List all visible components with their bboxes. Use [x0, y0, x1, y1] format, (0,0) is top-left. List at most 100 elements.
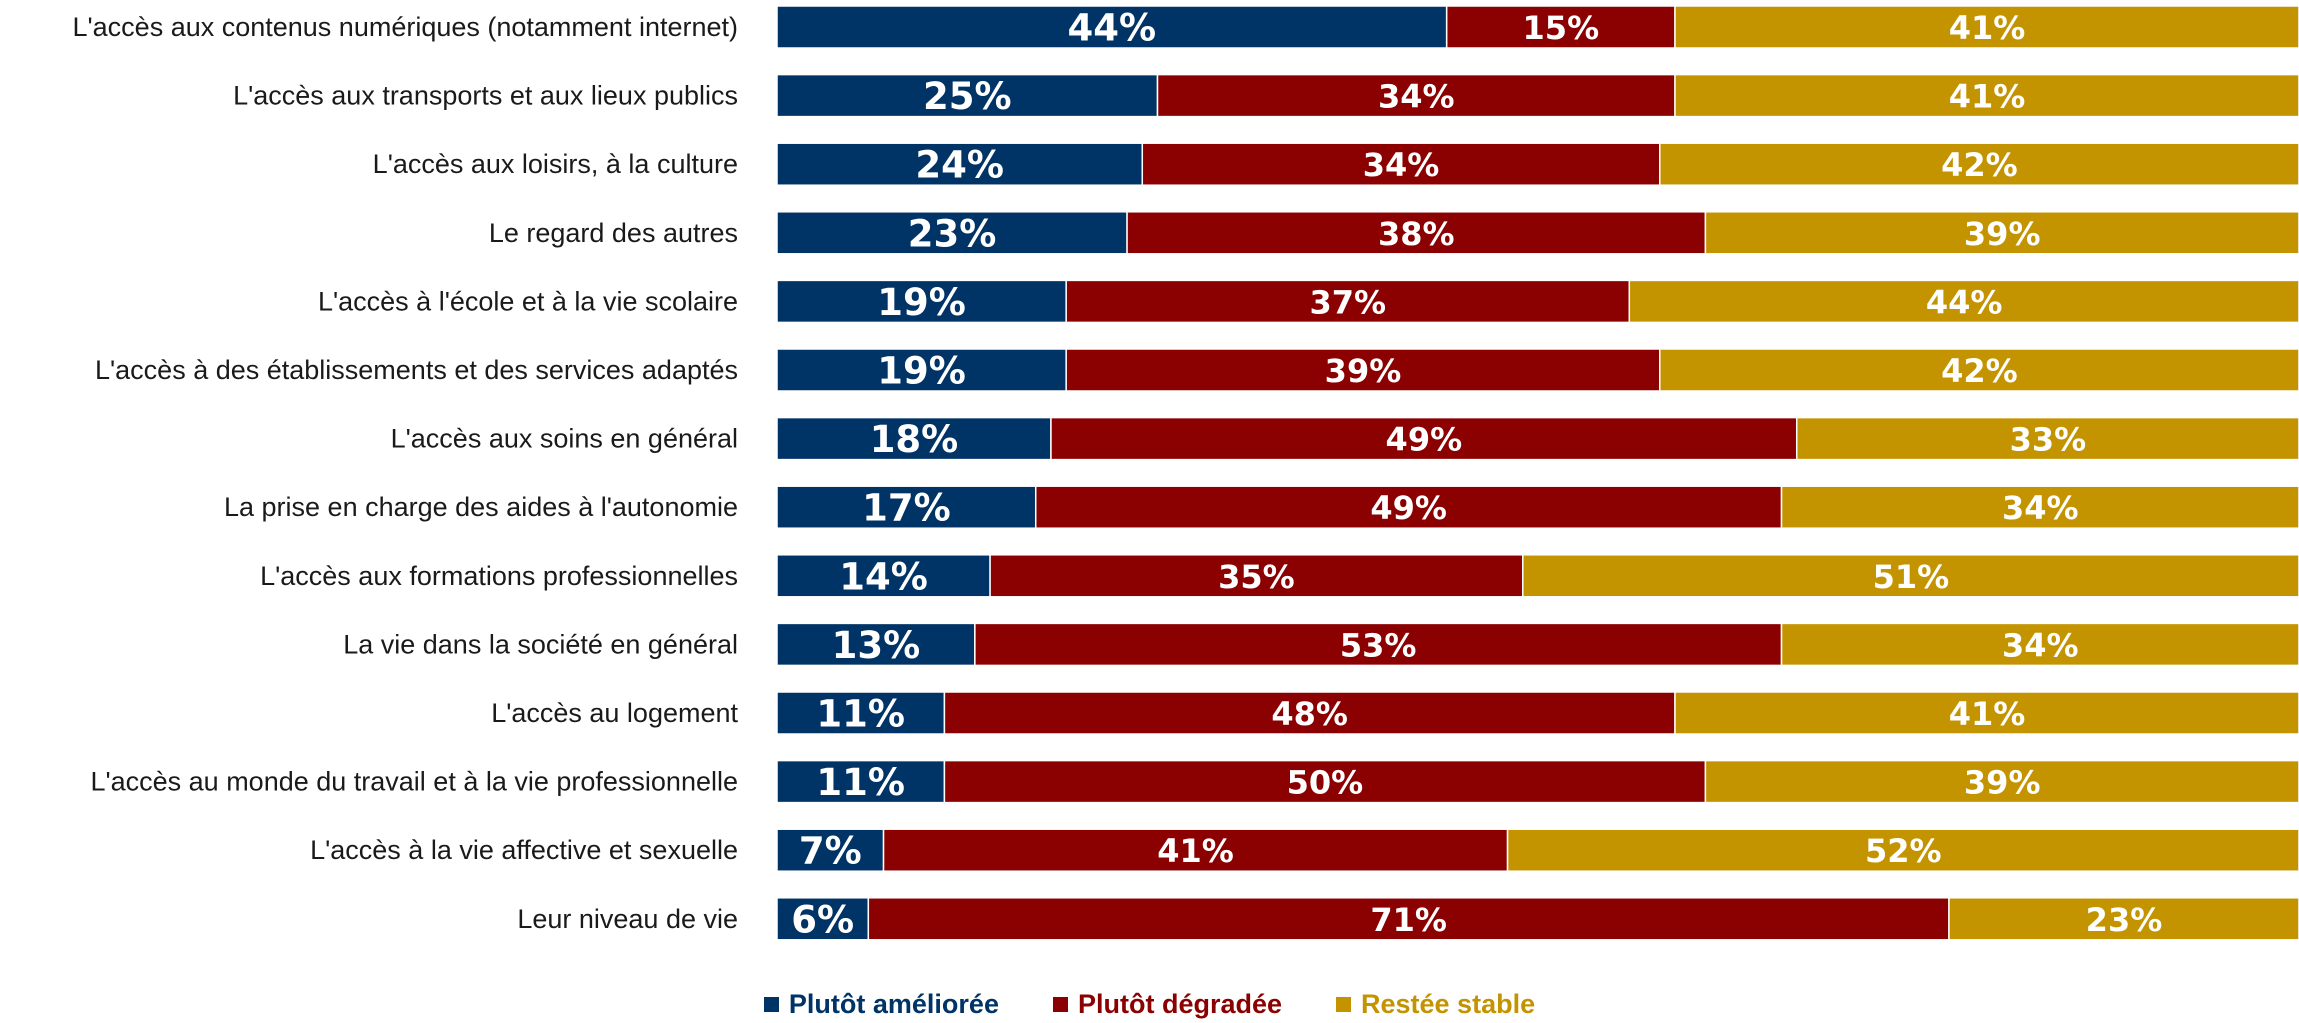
data-label: 42% — [1941, 352, 2018, 390]
bar-segment — [1065, 348, 1661, 392]
category-label: L'accès à l'école et à la vie scolaire — [318, 286, 738, 316]
data-label: 6% — [791, 898, 854, 941]
data-label: 50% — [1287, 764, 1364, 802]
bar-segment — [776, 828, 885, 872]
data-label: 34% — [2002, 489, 2079, 527]
bar-segment — [776, 691, 946, 735]
data-label: 41% — [1949, 695, 2026, 733]
bar-segment — [1659, 348, 2299, 392]
data-label: 39% — [1964, 764, 2041, 802]
data-label: 39% — [1325, 352, 1402, 390]
legend-swatch-degradee — [1052, 996, 1068, 1012]
bar-segment — [776, 73, 1159, 118]
data-label: 38% — [1378, 215, 1455, 253]
category-labels: L'accès aux contenus numériques (notamme… — [72, 12, 738, 934]
data-label: 48% — [1271, 695, 1348, 733]
data-label: 13% — [832, 624, 921, 667]
data-label: 25% — [923, 75, 1012, 118]
legend: Plutôt améliorée Plutôt dégradée Restée … — [0, 988, 2299, 1020]
data-label: 33% — [2010, 421, 2087, 459]
bar-segment — [776, 416, 1052, 461]
bar-segment — [974, 622, 1783, 667]
bar-segment — [776, 211, 1128, 255]
bar-segment — [1659, 142, 2299, 186]
bar-segment — [1780, 622, 2299, 667]
category-label: L'accès aux transports et aux lieux publ… — [233, 81, 738, 111]
bar-segment — [1445, 5, 1676, 49]
bar-segment — [776, 5, 1448, 49]
bar-segment — [943, 691, 1676, 735]
data-label: 23% — [908, 212, 997, 255]
data-label: 19% — [877, 350, 966, 393]
bar-segment — [1141, 142, 1661, 186]
data-label: 14% — [839, 555, 928, 598]
bar-segment — [1704, 759, 2299, 804]
data-label: 17% — [862, 487, 951, 530]
data-label: 41% — [1949, 78, 2026, 116]
data-label: 39% — [1964, 215, 2041, 253]
bar-segment — [882, 828, 1509, 872]
bar-segment — [776, 759, 946, 804]
data-label: 23% — [2086, 901, 2163, 939]
legend-label-stable: Restée stable — [1361, 988, 1536, 1019]
data-label: 49% — [1386, 421, 1463, 459]
bar-segment — [1780, 485, 2299, 529]
data-label: 24% — [915, 144, 1004, 187]
legend-swatch-amelioree — [763, 996, 779, 1012]
bar-segment — [1674, 5, 2299, 49]
data-label: 7% — [799, 830, 862, 873]
category-label: L'accès au logement — [491, 698, 738, 728]
bar-segment — [1795, 416, 2299, 461]
data-label: 37% — [1309, 283, 1386, 321]
data-label: 34% — [1363, 146, 1440, 184]
bar-segment — [1522, 554, 2299, 598]
bar-segment — [776, 554, 991, 598]
bar-segment — [776, 279, 1067, 324]
bar-segment — [776, 622, 976, 667]
data-label: 35% — [1218, 558, 1295, 596]
data-label: 41% — [1949, 9, 2026, 47]
bar-segment — [867, 897, 1950, 941]
bar-segment — [1156, 73, 1676, 118]
data-label: 44% — [1926, 283, 2003, 321]
data-label: 41% — [1157, 832, 1234, 870]
category-label: Leur niveau de vie — [517, 904, 738, 934]
category-label: La vie dans la société en général — [343, 629, 738, 659]
legend-swatch-stable — [1336, 996, 1351, 1012]
data-label: 52% — [1865, 832, 1942, 870]
bar-segment — [943, 759, 1707, 804]
data-label: 15% — [1523, 9, 1600, 47]
data-label: 11% — [816, 693, 905, 736]
data-label: 42% — [1941, 146, 2018, 184]
legend-label-amelioree: Plutôt améliorée — [788, 988, 999, 1019]
legend-label-degradee: Plutôt dégradée — [1077, 988, 1282, 1019]
category-label: L'accès aux formations professionnelles — [260, 561, 738, 591]
category-label: L'accès aux soins en général — [391, 424, 738, 454]
bar-segment — [776, 485, 1037, 529]
data-label: 18% — [870, 418, 959, 461]
bar-segment — [1674, 73, 2299, 118]
bar-segment — [1674, 691, 2299, 735]
legend-item-stable: Restée stable — [1336, 988, 1535, 1020]
data-label: 51% — [1873, 558, 1950, 596]
data-label: 71% — [1370, 901, 1447, 939]
data-label: 11% — [816, 761, 905, 804]
category-label: L'accès à des établissements et des serv… — [95, 355, 738, 385]
data-label: 44% — [1068, 7, 1157, 50]
data-label: 19% — [877, 281, 966, 324]
bar-segment — [776, 348, 1067, 392]
bars: 44% 15% 41% 25% 34% 41% 24% 34% 42% 23% 38% 39% 19% 3… — [776, 5, 2299, 941]
legend-item-amelioree: Plutôt améliorée — [763, 988, 999, 1020]
data-label: 53% — [1340, 626, 1417, 664]
category-label: L'accès aux contenus numériques (notamme… — [72, 12, 738, 42]
category-label: L'accès aux loisirs, à la culture — [373, 149, 738, 179]
legend-item-degradee: Plutôt dégradée — [1052, 988, 1282, 1020]
category-label: L'accès au monde du travail et à la vie … — [90, 767, 738, 797]
data-label: 34% — [1378, 78, 1455, 116]
bar-segment — [1065, 279, 1631, 324]
bar-segment — [1704, 211, 2299, 255]
bar-segment — [1506, 828, 2299, 872]
data-label: 49% — [1370, 489, 1447, 527]
bar-segment — [1628, 279, 2299, 324]
